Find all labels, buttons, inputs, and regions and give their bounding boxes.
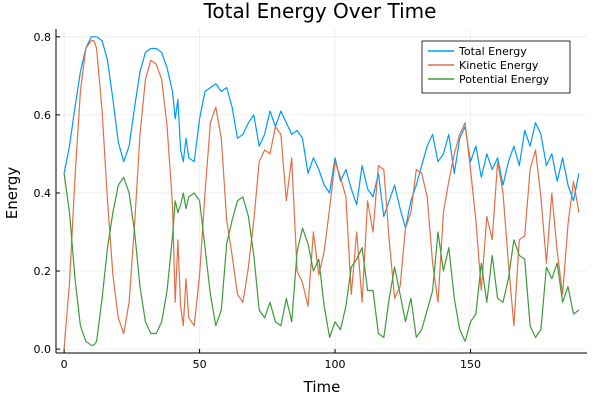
x-tick-label: 50 xyxy=(193,358,207,371)
legend-label-total-energy: Total Energy xyxy=(458,45,527,58)
x-tick-label: 100 xyxy=(325,358,346,371)
x-axis-label: Time xyxy=(303,378,341,396)
y-axis-label: Energy xyxy=(3,167,21,220)
potential-energy-line xyxy=(63,173,580,346)
plot-area: 0 50 100 150 0.0 0.2 0.4 0.6 0.8 Total EnergyKine… xyxy=(34,29,587,371)
kinetic-energy-line xyxy=(63,40,580,350)
legend-label-kinetic-energy: Kinetic Energy xyxy=(459,59,539,72)
y-tick-label: 0.0 xyxy=(34,343,52,356)
legend-label-potential-energy: Potential Energy xyxy=(459,73,550,86)
y-tick-label: 0.8 xyxy=(34,31,52,44)
total-energy-line xyxy=(63,36,580,229)
x-tick-label: 150 xyxy=(460,358,481,371)
chart-title: Total Energy Over Time xyxy=(203,0,437,23)
legend-box xyxy=(421,40,571,94)
y-tick-label: 0.2 xyxy=(34,265,52,278)
y-tick-label: 0.6 xyxy=(34,109,52,122)
x-tick-label: 0 xyxy=(61,358,68,371)
y-tick-label: 0.4 xyxy=(34,187,52,200)
